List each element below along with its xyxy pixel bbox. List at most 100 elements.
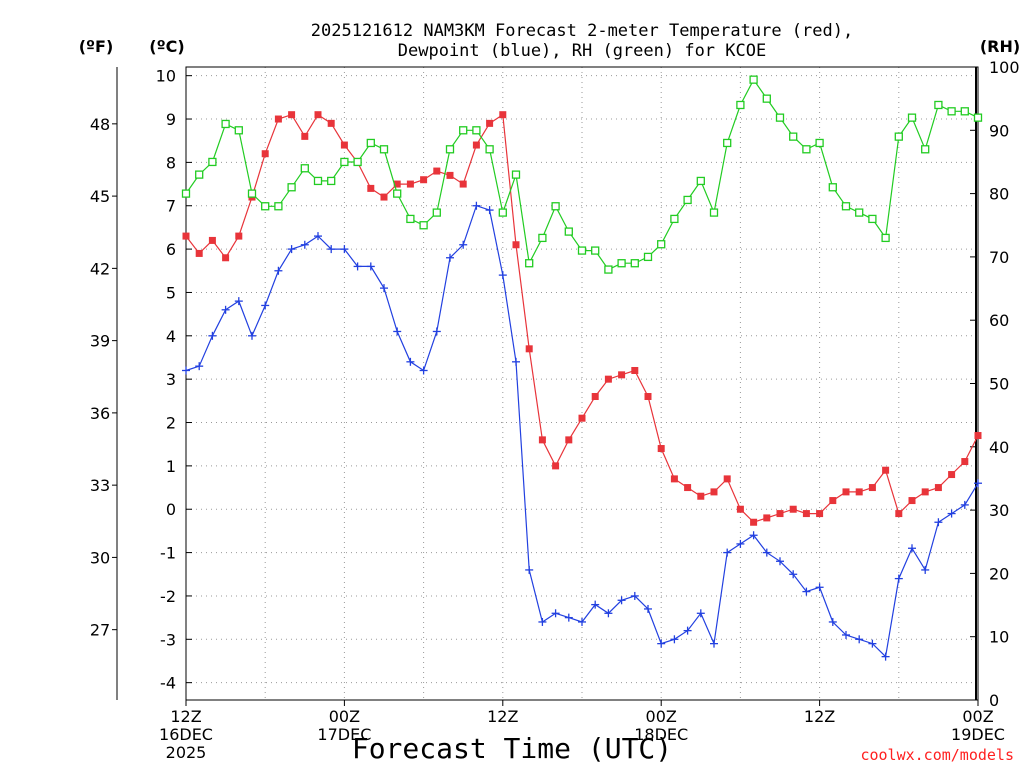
fahrenheit-tick-label: 27 — [90, 621, 110, 640]
fahrenheit-tick-label: 33 — [90, 476, 110, 495]
x-tick-label: 17DEC — [317, 725, 371, 744]
dewpoint-point — [683, 626, 692, 635]
temperature-point — [948, 471, 956, 479]
rh-point — [181, 189, 191, 198]
rh-point — [855, 208, 864, 217]
celsius-tick-label: 4 — [166, 327, 176, 346]
dewpoint-point — [564, 613, 573, 622]
temperature-point — [710, 488, 718, 496]
rh-point — [591, 246, 600, 255]
celsius-tick-label: 0 — [166, 500, 176, 519]
dewpoint-point — [274, 266, 283, 275]
dewpoint-point — [459, 240, 468, 249]
temperature-point — [974, 432, 982, 440]
x-tick-label: 12Z — [170, 707, 201, 726]
dewpoint-point — [366, 262, 375, 271]
fahrenheit-unit-label: (ºF) — [79, 37, 114, 56]
dewpoint-point — [551, 609, 560, 618]
temperature-point — [789, 505, 797, 513]
temperature-point — [816, 510, 824, 518]
rh-point — [195, 170, 204, 179]
rh-point — [274, 202, 283, 211]
dewpoint-point — [248, 331, 256, 340]
dewpoint-point — [604, 609, 613, 618]
temperature-point — [842, 488, 850, 496]
rh-point — [815, 138, 824, 148]
temperature-point — [908, 497, 916, 505]
temperature-point — [182, 232, 190, 240]
rh-point — [630, 259, 639, 268]
temperature-point — [684, 484, 692, 492]
dewpoint-point — [221, 305, 230, 314]
temperature-point — [288, 111, 296, 119]
temperature-point — [208, 236, 216, 244]
grid-lines — [186, 67, 978, 700]
temperature-point — [934, 484, 942, 492]
rh-point — [406, 214, 415, 224]
dewpoint-point — [670, 635, 679, 644]
temperature-line — [185, 113, 979, 523]
dewpoint-point — [710, 639, 718, 648]
dewpoint-point — [947, 509, 956, 518]
rh-tick-label: 60 — [989, 311, 1009, 330]
rh-point — [775, 113, 785, 122]
x-tick-label: 00Z — [329, 707, 360, 726]
x-tick-label: 12Z — [804, 707, 835, 726]
dewpoint-point — [921, 565, 930, 574]
rh-point — [657, 240, 666, 249]
dewpoint-point — [314, 232, 322, 241]
temperature-point — [644, 393, 652, 401]
rh-point — [947, 107, 956, 116]
rh-point — [287, 183, 296, 192]
dewpoint-point — [287, 245, 296, 254]
x-tick-label: 18DEC — [634, 725, 688, 744]
celsius-tick-label: 8 — [166, 153, 176, 172]
dewpoint-point — [419, 366, 428, 375]
temperature-point — [750, 518, 758, 526]
rh-point — [208, 157, 217, 167]
dewpoint-point — [591, 600, 600, 609]
data-series — [181, 75, 983, 661]
rh-point — [432, 208, 441, 217]
celsius-tick-label: 1 — [166, 457, 176, 476]
rh-point — [234, 126, 243, 135]
dewpoint-point — [353, 262, 362, 271]
dewpoint-point — [696, 609, 705, 618]
temperature-point — [591, 393, 599, 401]
rh-point — [921, 145, 930, 154]
temperature-point — [340, 141, 348, 149]
dewpoint-point — [195, 362, 204, 371]
dewpoint-point — [776, 557, 784, 566]
rh-point — [247, 189, 257, 198]
temperature-point — [472, 141, 480, 149]
temperature-point — [420, 176, 428, 184]
rh-point — [525, 259, 534, 268]
celsius-unit-label: (ºC) — [149, 37, 184, 56]
temperature-point — [895, 510, 903, 518]
rh-tick-label: 100 — [989, 58, 1020, 77]
x-tick-label: 19DEC — [951, 725, 1005, 744]
dewpoint-point — [868, 639, 877, 648]
chart-title-line-1: 2025121612 NAM3KM Forecast 2-meter Tempe… — [311, 21, 853, 41]
dewpoint-point — [472, 201, 481, 210]
chart-title-line-2: Dewpoint (blue), RH (green) for KCOE — [398, 41, 766, 61]
x-tick-label: 00Z — [962, 707, 993, 726]
x-tick-label: 2025 — [166, 743, 207, 762]
rh-point — [353, 157, 362, 167]
temperature-point — [486, 119, 494, 127]
temperature-point — [776, 510, 784, 518]
fahrenheit-tick-label: 42 — [90, 259, 110, 278]
dewpoint-point — [432, 327, 441, 336]
rh-point — [577, 246, 587, 255]
rh-point — [736, 100, 745, 110]
rh-point — [221, 119, 230, 129]
rh-point — [300, 164, 309, 173]
rh-point — [670, 214, 679, 224]
plot-frame — [185, 66, 979, 701]
dewpoint-point — [340, 245, 349, 254]
celsius-tick-label: 3 — [166, 370, 176, 389]
temperature-point — [367, 184, 375, 192]
celsius-tick-label: -3 — [160, 630, 176, 649]
dewpoint-point — [446, 253, 454, 262]
rh-unit-label: (RH) — [980, 37, 1020, 56]
